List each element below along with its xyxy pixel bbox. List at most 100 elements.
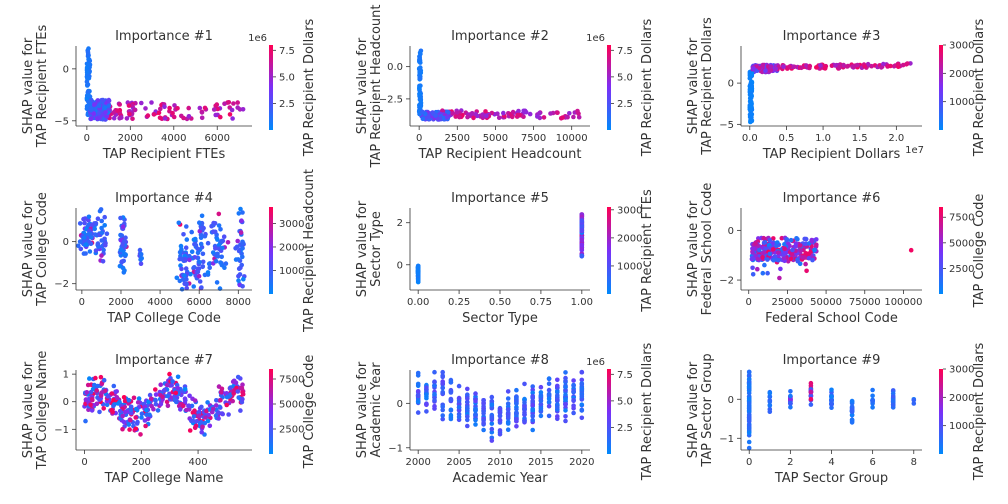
scatter-points [84,46,246,122]
data-point [210,250,216,255]
x-axis-label: TAP Sector Group [774,471,888,486]
data-point [223,261,229,266]
data-point [99,390,105,395]
y-axis-label: SHAP value forTAP Recipient Headcount [355,4,384,168]
data-point [237,385,243,391]
data-point [172,103,177,108]
data-point [122,409,128,415]
colorbar-gradient [269,207,273,294]
subplot-6: Importance #6 0 25000 50000 75000 100000 0 −2 Fe… [686,183,987,326]
data-point [87,376,92,381]
data-point [788,389,793,394]
data-point [417,92,423,97]
subplot-5: Importance #5 0.00 0.25 0.50 0.75 1.00 0 2 Secto… [355,189,655,326]
data-point [117,408,123,414]
data-point [121,395,127,400]
data-point [433,113,438,118]
data-point [522,412,527,417]
data-point [794,236,799,241]
x-axis-label: TAP College Name [104,471,224,486]
y-tick-label: −1 [388,443,403,454]
data-point [777,275,782,281]
data-point [870,398,875,403]
x-tick-label: 1.0 [815,133,831,144]
data-point [128,417,133,423]
data-point [85,76,90,81]
data-point [240,241,246,246]
data-point [489,438,495,443]
data-point [136,396,142,401]
data-point [241,276,246,282]
subplot-title: Importance #4 [115,191,213,206]
data-point [497,428,503,433]
data-point [206,412,211,418]
data-point [448,397,454,403]
data-point [193,423,199,429]
data-point [182,256,188,262]
data-point [199,110,205,115]
data-point [456,383,462,389]
data-point [121,419,127,425]
data-point [183,266,189,271]
data-point [177,256,182,262]
data-point [750,272,756,277]
data-point [199,115,205,121]
data-point [129,410,134,416]
data-point [98,114,103,120]
data-point [167,105,172,111]
data-point [153,402,159,407]
data-point [489,394,495,400]
data-point [218,390,224,395]
x-axis-label: Federal School Code [765,311,898,326]
data-point [767,403,773,408]
data-point [440,416,446,422]
data-point [440,369,446,375]
data-point [96,110,102,116]
data-point [579,218,585,223]
x-offset-label: 1e7 [905,145,924,156]
data-point [132,107,138,113]
data-point [415,271,421,276]
colorbar-label: TAP Recipient Dollars [640,18,655,157]
data-point [774,243,779,248]
data-point [240,396,245,402]
data-point [173,390,179,396]
colorbar: 2.5 5.0 7.5 1e6 TAP Recipient Dollars [586,342,655,481]
data-point [448,390,454,395]
data-point [473,417,478,423]
y-axis-label-line: TAP Recipient Dollars [700,17,715,156]
data-point [205,240,211,246]
data-point [145,113,151,118]
data-point [89,116,94,122]
data-point [760,254,765,260]
data-point [113,389,118,395]
data-point [162,387,167,393]
colorbar-tick-label: 7.5 [279,46,295,57]
data-point [192,398,198,403]
data-point [89,408,95,413]
data-point [230,116,235,121]
data-point [481,420,486,426]
data-point [81,235,87,240]
data-point [215,237,220,242]
data-point [829,387,834,393]
data-point [138,261,144,267]
data-point [192,408,197,414]
data-point [765,270,770,276]
data-point [111,383,117,389]
data-point [88,402,93,408]
data-point [175,385,180,391]
colorbar-tick-label: 2000 [617,233,642,244]
data-point [102,236,107,242]
data-point [151,112,157,117]
data-point [579,377,585,383]
data-point [103,242,108,248]
data-point [165,403,171,409]
data-point [555,377,560,383]
data-point [184,407,189,413]
data-point [514,406,519,412]
data-point [746,401,752,406]
x-tick-label: 0 [416,133,422,144]
